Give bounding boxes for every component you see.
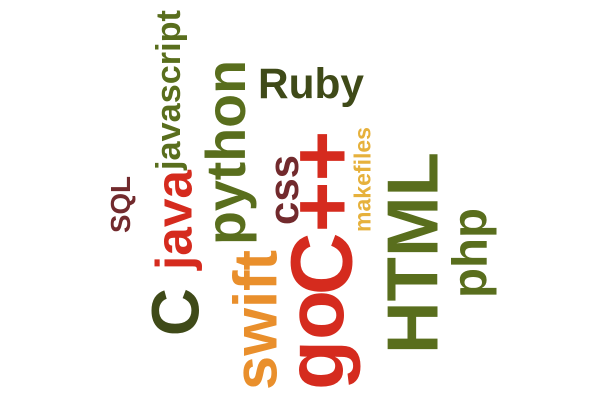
word-java: java [144,170,203,270]
word-c: C [139,287,214,337]
word-html: HTML [372,152,454,354]
word-go: go [270,290,362,390]
word-ruby: Ruby [258,59,364,107]
word-php: php [443,208,498,298]
word-python: python [195,60,258,245]
word-javascript: javascript [149,10,188,170]
word-sql: SQL [105,176,137,233]
word-makefiles: makefiles [349,127,376,232]
